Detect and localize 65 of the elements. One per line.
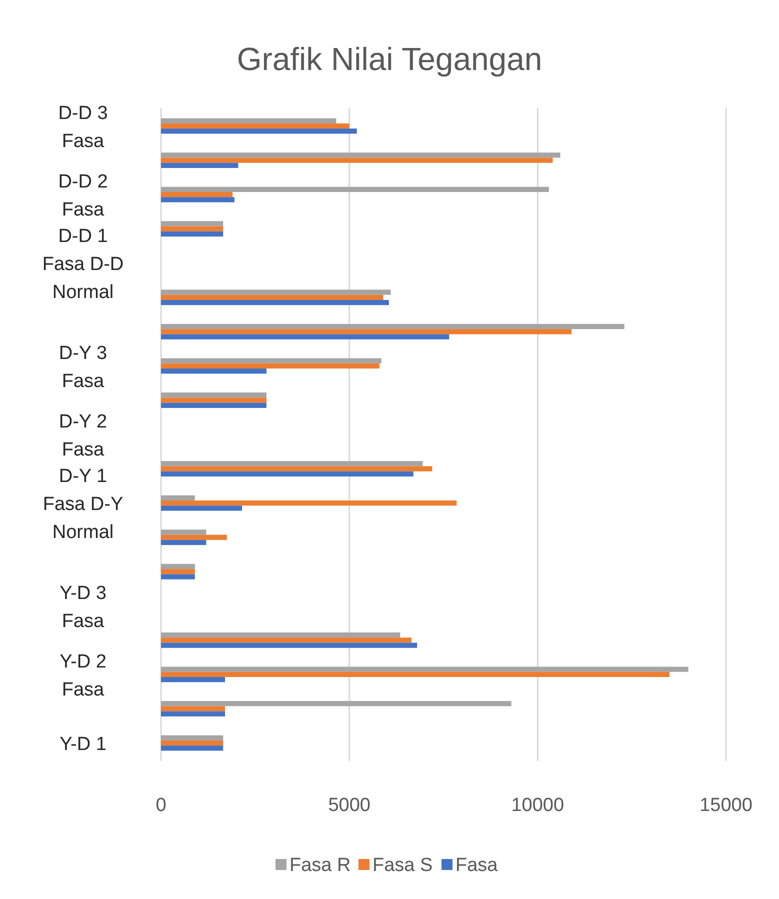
bar bbox=[161, 530, 206, 535]
bar bbox=[161, 221, 224, 226]
bar bbox=[161, 363, 380, 369]
x-tick-label: 10000 bbox=[511, 795, 564, 816]
bar bbox=[161, 368, 266, 374]
bar bbox=[161, 506, 242, 511]
x-tick-label: 15000 bbox=[700, 795, 752, 816]
y-tick-label: D-Y 3 Fasa bbox=[58, 342, 108, 392]
bar bbox=[161, 226, 224, 232]
bar bbox=[161, 540, 206, 546]
y-tick-label: D-D 2 Fasa bbox=[58, 172, 108, 221]
bar bbox=[161, 740, 224, 746]
bar bbox=[161, 534, 227, 540]
legend-label: Fasa R bbox=[290, 855, 351, 876]
bar bbox=[161, 324, 624, 330]
bar bbox=[161, 398, 266, 403]
bar bbox=[161, 569, 195, 574]
bar bbox=[161, 711, 226, 716]
bar bbox=[161, 118, 336, 124]
bar bbox=[161, 294, 384, 300]
bar bbox=[161, 500, 457, 506]
bar bbox=[161, 192, 233, 198]
bar bbox=[161, 123, 350, 129]
bar bbox=[161, 735, 224, 740]
y-tick-label: Y-D 3 Fasa bbox=[60, 582, 106, 632]
bar bbox=[161, 642, 418, 648]
legend-label: Fasa bbox=[456, 855, 498, 876]
x-tick-label: 5000 bbox=[328, 795, 370, 816]
bar bbox=[161, 471, 414, 476]
y-tick-label: D-D 3 Fasa bbox=[58, 102, 108, 152]
bar bbox=[161, 300, 389, 306]
y-tick-label: D-Y 2 Fasa bbox=[58, 412, 108, 460]
bar bbox=[161, 290, 391, 295]
bar bbox=[161, 564, 195, 570]
x-tick-label: 0 bbox=[156, 795, 166, 816]
bar bbox=[161, 162, 238, 168]
bar bbox=[161, 392, 266, 398]
bar bbox=[161, 706, 226, 712]
bar bbox=[161, 638, 412, 643]
y-tick-label: D-D 1 Fasa D-D Normal bbox=[42, 226, 124, 304]
bar bbox=[161, 231, 224, 237]
bar bbox=[161, 466, 432, 472]
bar bbox=[161, 128, 357, 134]
y-tick-label: Y-D 2 Fasa bbox=[60, 651, 106, 700]
bar bbox=[161, 186, 549, 192]
bar bbox=[161, 334, 450, 340]
bar bbox=[161, 677, 226, 682]
bar bbox=[161, 197, 234, 202]
bar bbox=[161, 495, 195, 500]
y-tick-label: Y-D 1 bbox=[60, 734, 106, 756]
bar bbox=[161, 632, 400, 638]
bar bbox=[161, 574, 195, 580]
bar bbox=[161, 461, 423, 466]
bar bbox=[161, 358, 382, 364]
bar bbox=[161, 701, 512, 706]
bar bbox=[161, 746, 224, 751]
bar bbox=[161, 329, 572, 334]
y-tick-label: D-Y 1 Fasa D-Y Normal bbox=[42, 466, 124, 544]
bar bbox=[161, 158, 553, 163]
bar bbox=[161, 152, 560, 158]
bar bbox=[161, 666, 688, 672]
chart-title: Grafik Nilai Tegangan bbox=[236, 41, 542, 77]
bar bbox=[161, 672, 670, 678]
legend-label: Fasa S bbox=[372, 855, 433, 876]
bar bbox=[161, 402, 266, 408]
